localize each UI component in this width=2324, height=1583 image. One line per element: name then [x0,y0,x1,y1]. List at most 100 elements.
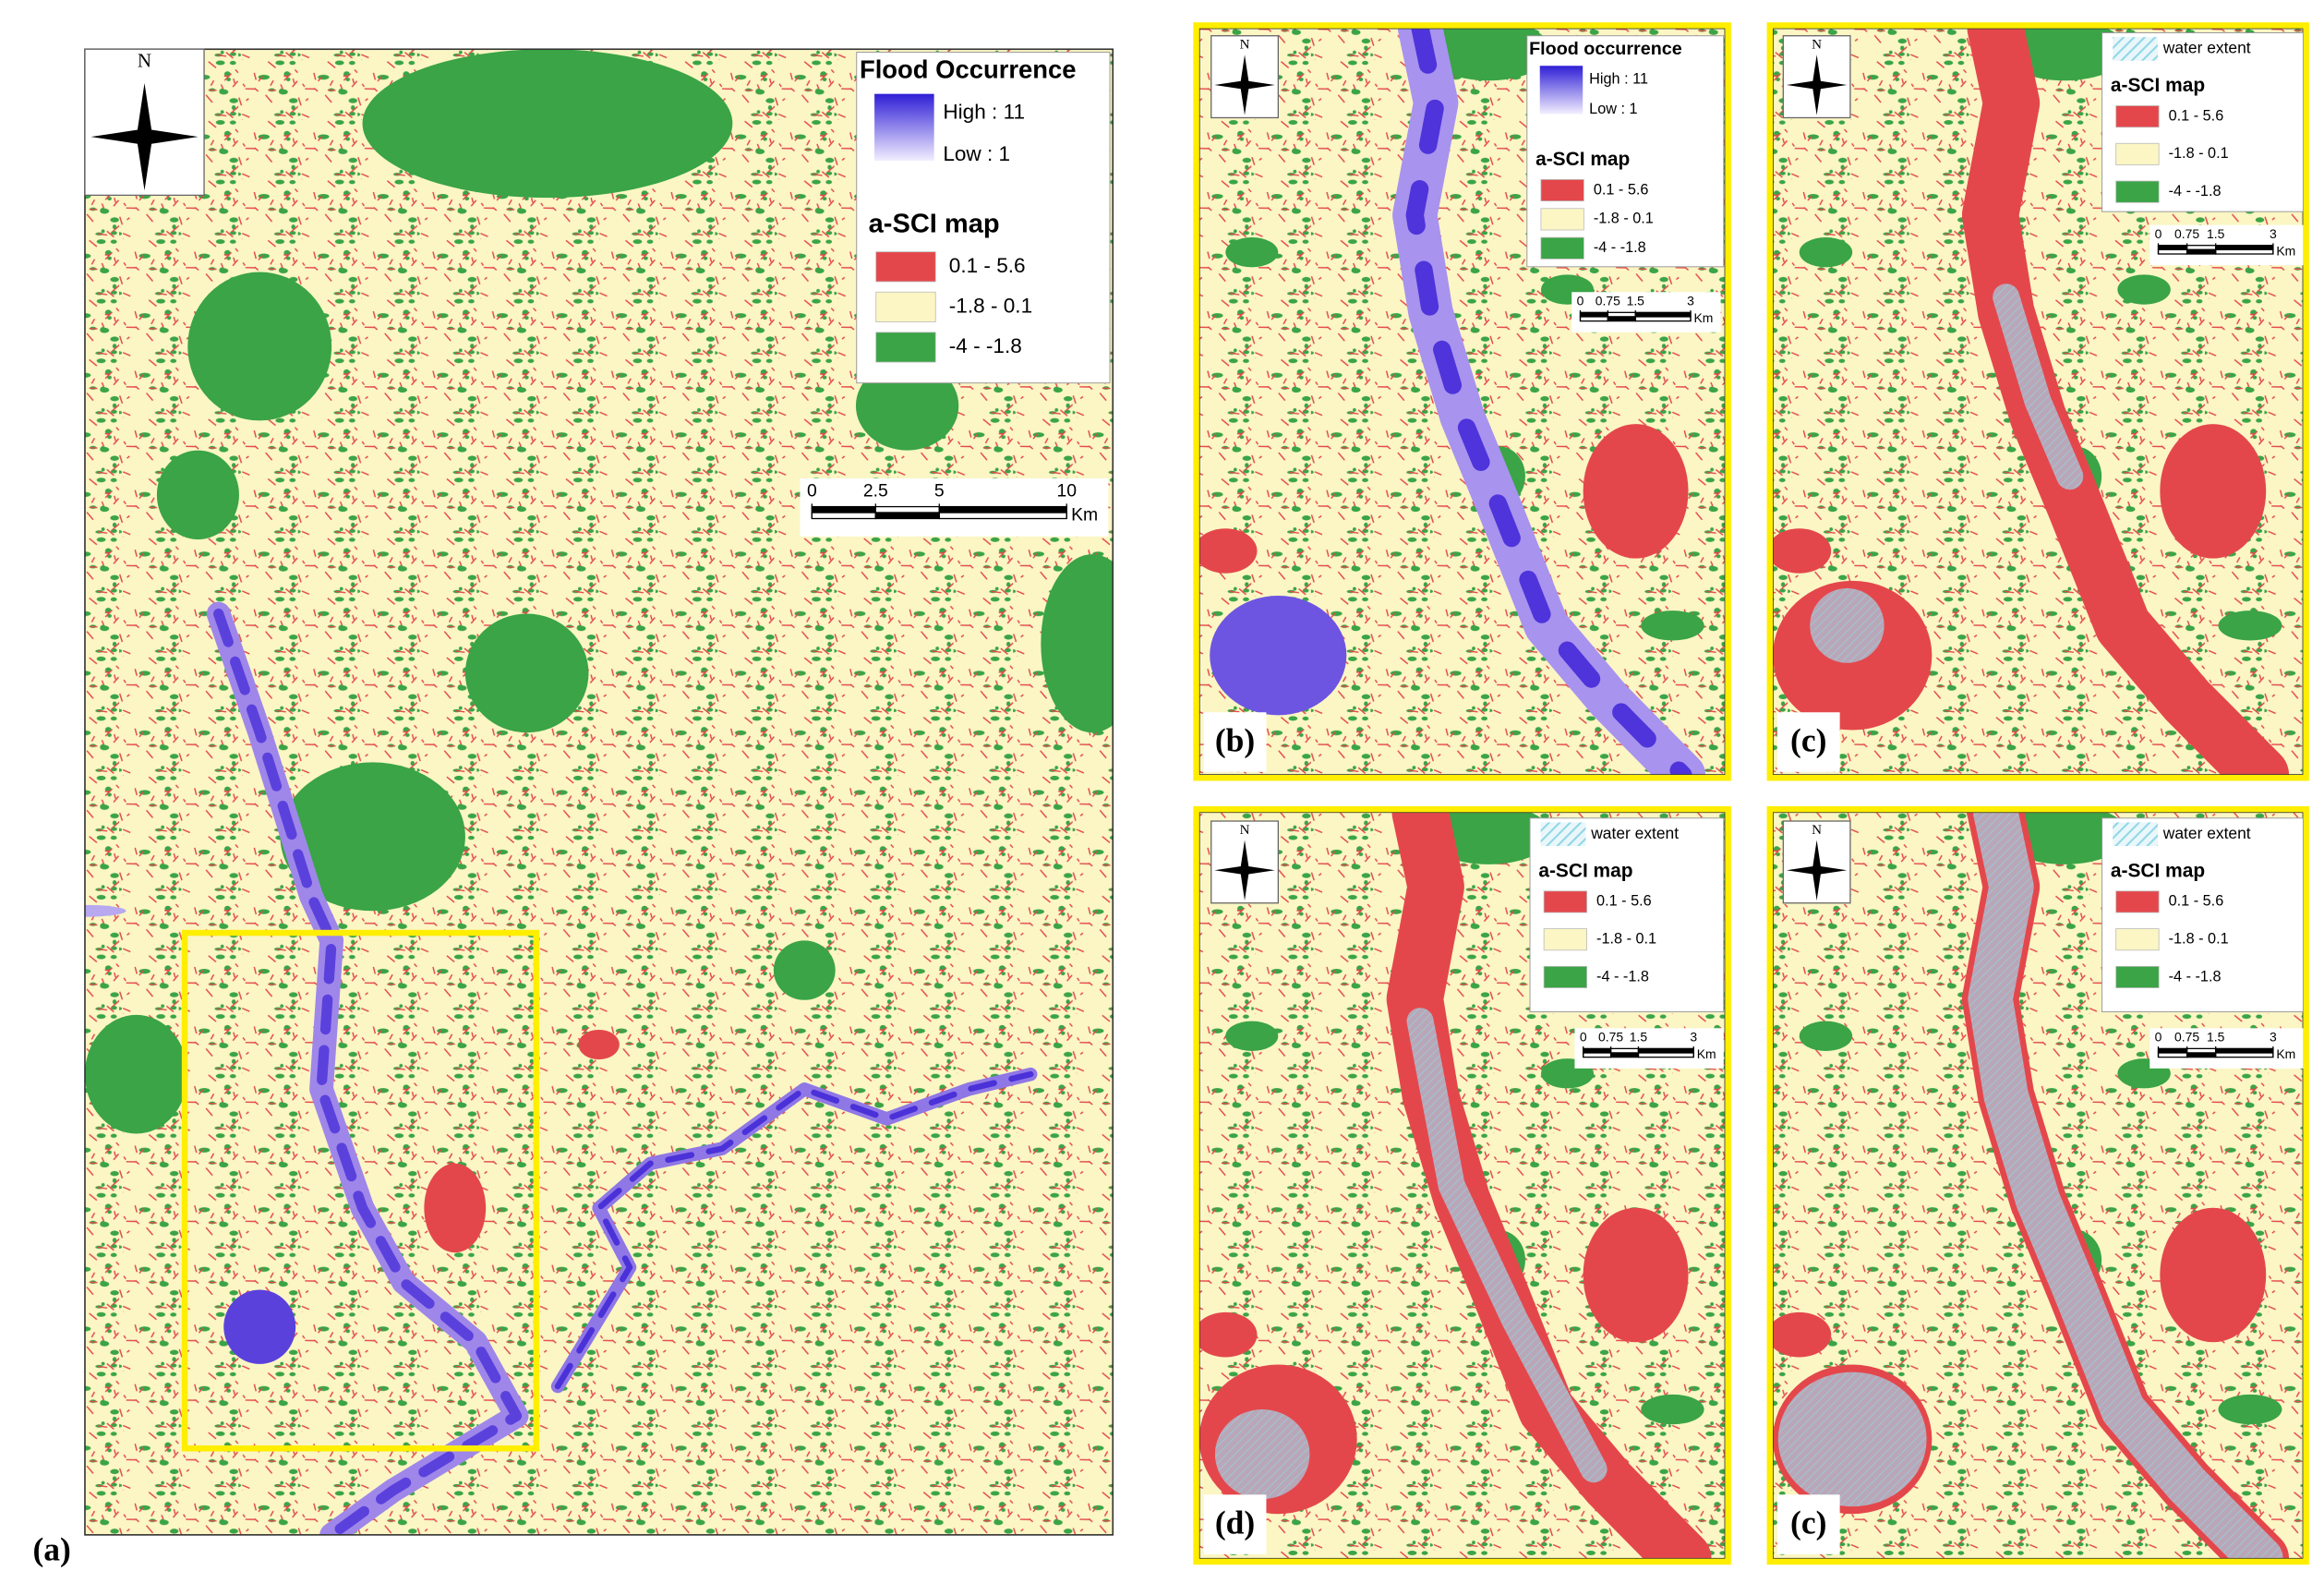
flood-lake [1210,596,1347,716]
legend-swatch [2115,928,2160,951]
high-index-patch [2160,1207,2267,1343]
high-index-patch [1583,424,1689,559]
forest-patch [187,272,332,421]
scale-segment [1637,1047,1694,1054]
legend-label: -1.8 - 0.1 [949,294,1032,317]
north-arrow [1786,865,1848,876]
water-extent [1777,1372,1927,1507]
scale-segment [2157,248,2188,255]
scale-segment [1579,311,1609,318]
forest-patch [773,940,836,1000]
scale-segment [1607,316,1636,322]
scale-segment [2157,245,2188,251]
forest-patch [1425,28,1552,81]
scale-label: 1.5 [2207,226,2225,241]
flood-lake [223,1289,296,1364]
scale-label: 0 [1580,1029,1587,1044]
legend-title: Flood occurrence [1529,39,1682,59]
scale-label: 0 [2155,1029,2162,1044]
legend-swatch [1543,965,1587,988]
legend-swatch [875,291,936,322]
label-box [1203,712,1267,772]
scale-label: 1.5 [1627,293,1645,308]
legend-label: water extent [2162,39,2251,57]
flood-river [84,904,126,917]
high-index-patch [424,1163,487,1253]
scale-segment [2215,1047,2274,1054]
legend-label: 0.1 - 5.6 [1594,181,1649,198]
legend-label: High : 11 [943,101,1025,124]
forest-patch [1799,237,1853,268]
scale-segment [1634,311,1692,318]
forest-patch [84,1014,188,1134]
scale-segment [2186,1052,2217,1058]
legend-swatch [2115,142,2160,165]
legend-swatch [2115,180,2160,203]
panel-label: (c) [1790,1504,1826,1541]
forest-patch [1641,1394,1704,1425]
scale-segment [2186,245,2217,251]
scale-segment [2215,1052,2274,1058]
flood-gradient [1539,66,1583,115]
scale-label: 3 [1690,1029,1697,1044]
panel-frame [1766,805,2309,1565]
water-extent [1993,284,2084,490]
legend-swatch [1540,208,1584,231]
legend-label: -1.8 - 0.1 [2169,145,2229,162]
legend-label: water extent [1590,824,1679,842]
scale-segment [1609,1052,1640,1058]
flood-river-core [554,1070,1034,1390]
north-arrow [1214,80,1275,90]
high-index-patch [1198,528,1258,574]
scale-label: 3 [2270,1029,2277,1044]
legend-title: a-SCI map [1538,860,1632,881]
north-arrow [1786,80,1848,90]
scale-label: 10 [1056,481,1077,501]
scale-segment [874,512,940,520]
scale-segment [1634,316,1692,322]
scale-label: 0.75 [2174,226,2199,241]
legend-label: -4 - -1.8 [2169,968,2222,985]
label-box [1203,1494,1267,1554]
scale-segment [1579,316,1609,322]
legend-swatch [1540,236,1584,260]
scale-label: 1.5 [1630,1029,1648,1044]
legend-label: -4 - -1.8 [1594,239,1646,256]
legend-swatch [1540,178,1584,202]
scale-label: 0 [807,481,817,501]
legend-swatch [2113,822,2159,847]
legend-swatch [875,332,936,363]
legend-title: a-SCI map [2111,75,2205,96]
panel-label: (c) [1790,721,1826,758]
high-index-patch [1773,1311,1832,1358]
forest-patch [1225,237,1279,268]
forest-patch [1799,1021,1853,1052]
north-label: N [1240,38,1250,53]
scale-label: 0.75 [1595,293,1620,308]
legend-label: High : 11 [1589,71,1648,88]
north-label: N [1812,823,1822,838]
forest-patch [2218,1394,2282,1425]
scale-segment [2186,1047,2217,1054]
legend-label: 0.1 - 5.6 [949,254,1026,277]
scale-unit: Km [1694,310,1714,325]
high-index-patch [578,1029,620,1060]
scale-segment [811,505,876,514]
scale-unit: Km [1071,504,1098,525]
scale-label: 0 [1577,293,1584,308]
scale-label: 1.5 [2207,1029,2225,1044]
forest-patch [362,49,733,199]
scale-unit: Km [2276,1046,2295,1061]
label-box [1776,1494,1840,1554]
scale-segment [811,512,876,520]
scale-label: 5 [934,481,945,501]
panel-label: (d) [1215,1504,1255,1541]
legend-label: -4 - -1.8 [949,334,1022,357]
scale-segment [1609,1047,1640,1054]
high-index-patch [2160,424,2267,559]
scale-label: 0.75 [2174,1029,2199,1044]
legend-swatch [875,251,936,283]
